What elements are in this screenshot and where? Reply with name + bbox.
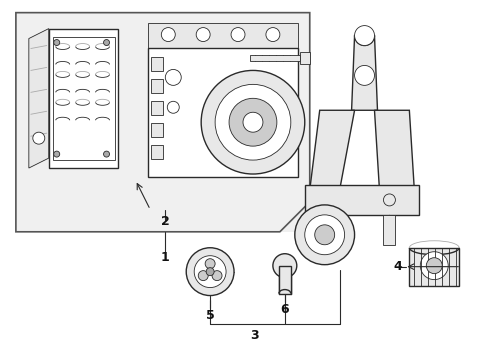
Bar [76,75,89,92]
Polygon shape [148,23,297,48]
Circle shape [243,112,263,132]
Bar [151,80,163,93]
Bar [95,75,109,92]
Text: 1: 1 [161,251,169,264]
Circle shape [212,271,222,280]
Bar [383,215,395,245]
Circle shape [304,215,344,255]
Polygon shape [49,28,118,168]
Circle shape [194,256,225,288]
Circle shape [205,259,215,269]
Circle shape [420,252,447,280]
Circle shape [33,132,45,144]
Bar [151,58,163,71]
Bar [56,46,69,64]
Circle shape [186,248,234,296]
Polygon shape [309,110,354,190]
Bar [95,46,109,64]
Circle shape [103,40,109,45]
Circle shape [294,205,354,265]
Text: 5: 5 [205,309,214,322]
Bar [151,101,163,115]
Circle shape [354,66,374,85]
Bar [278,266,290,293]
Bar [249,55,299,62]
Bar [53,37,114,160]
Circle shape [354,26,374,45]
Circle shape [265,28,279,41]
Circle shape [272,254,296,278]
Circle shape [206,268,214,276]
Circle shape [215,84,290,160]
Text: 6: 6 [280,303,288,316]
Circle shape [201,71,304,174]
Bar [299,53,309,64]
Text: 2: 2 [161,215,169,228]
Circle shape [228,98,276,146]
Circle shape [161,28,175,41]
Polygon shape [16,13,309,232]
Bar [95,102,109,120]
Circle shape [54,40,60,45]
Polygon shape [304,185,419,215]
Bar [151,145,163,159]
Text: 3: 3 [250,329,259,342]
Bar [56,102,69,120]
Circle shape [54,151,60,157]
Bar [76,102,89,120]
Polygon shape [374,110,413,190]
Polygon shape [351,36,377,110]
Bar [148,48,297,177]
Circle shape [196,28,210,41]
Circle shape [165,69,181,85]
Bar [56,75,69,92]
Circle shape [167,101,179,113]
Bar [408,248,458,285]
Circle shape [426,258,441,274]
Circle shape [383,194,395,206]
Bar [151,123,163,137]
Circle shape [198,271,208,280]
Circle shape [314,225,334,245]
Bar [76,46,89,64]
Text: 4: 4 [392,260,401,273]
Polygon shape [29,28,49,168]
Circle shape [103,151,109,157]
Circle shape [230,28,244,41]
